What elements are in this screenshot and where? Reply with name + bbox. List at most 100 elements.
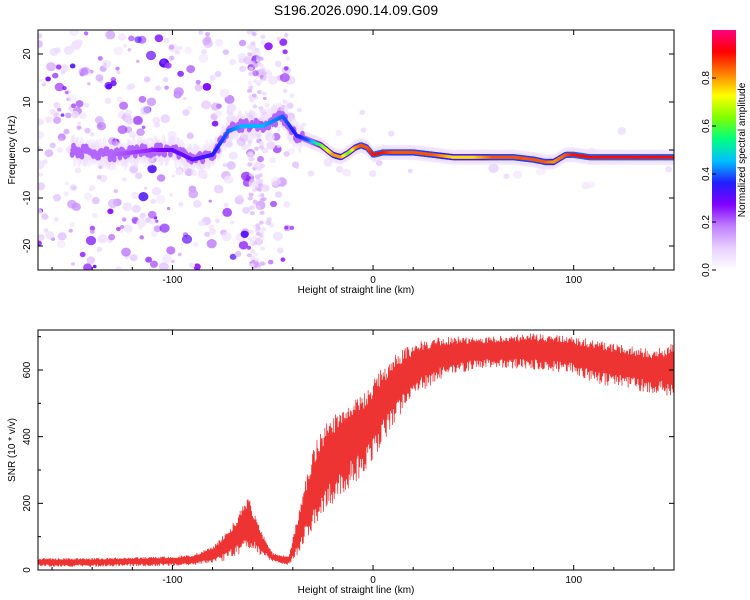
spectrogram-blob xyxy=(276,144,281,148)
spectrogram-blob xyxy=(252,70,259,77)
spectrogram-blob xyxy=(407,168,413,174)
spectrogram-blob xyxy=(155,194,166,204)
spectrogram-blob xyxy=(342,168,352,177)
y-tick-label: -10 xyxy=(22,190,33,205)
spectrogram-blob xyxy=(121,247,131,257)
spectrogram-blob xyxy=(202,83,212,91)
spectrogram-blob xyxy=(53,217,59,222)
snr-frame xyxy=(37,329,675,571)
spectrogram-blob xyxy=(175,168,183,176)
spectrogram-blob xyxy=(258,56,264,61)
x-tick-label: 0 xyxy=(370,275,376,286)
spectrogram-blob xyxy=(208,199,212,203)
spectrogram-blob xyxy=(162,77,169,83)
spectrogram-blob xyxy=(85,235,97,246)
spectrogram-blob xyxy=(71,262,76,266)
snr-y-label: SNR (10 * v/v) xyxy=(7,418,18,482)
spectrogram-blob xyxy=(53,116,62,125)
spectrogram-blob xyxy=(279,73,290,83)
spectrogram-blob xyxy=(257,193,263,198)
spectrogram-blob xyxy=(79,251,86,258)
spectrogram-blob xyxy=(282,99,286,103)
spectrogram-blob xyxy=(268,75,278,85)
spectrogram-blob xyxy=(122,217,127,222)
colorbar-tick-label: 0.4 xyxy=(701,167,712,181)
spectrogram-blob xyxy=(282,88,288,94)
spectrogram-blob xyxy=(113,189,119,194)
spectrogram-blob xyxy=(252,104,258,109)
x-tick-label: -100 xyxy=(162,275,182,286)
spectrogram-blob xyxy=(135,172,143,180)
x-tick-label: 100 xyxy=(565,575,582,586)
spectrogram-blob xyxy=(68,30,79,37)
colorbar: 0.0 0.2 0.4 0.6 0.8 Normalized spectral ampl… xyxy=(701,30,748,277)
spectrogram-blob xyxy=(247,52,253,57)
spectrogram-blob xyxy=(127,48,132,52)
spectrogram-blob xyxy=(140,105,151,115)
y-tick-label: 600 xyxy=(22,361,33,378)
spectrogram-blob xyxy=(279,38,288,46)
spectrogram-blob xyxy=(228,151,238,160)
spectrogram-blob xyxy=(123,224,133,233)
spectrogram-blob xyxy=(143,186,148,190)
spectrogram-blob xyxy=(269,157,276,164)
spectrogram-blob xyxy=(239,65,247,73)
spectrogram-y-label: Frequency (Hz) xyxy=(7,116,18,185)
spectrogram-blob xyxy=(158,262,169,270)
spectrogram-blob xyxy=(198,53,209,63)
spectrogram-blob xyxy=(60,70,66,75)
spectrogram-blob xyxy=(64,181,70,186)
spectrogram-blob xyxy=(145,50,157,61)
spectrogram-blob xyxy=(161,254,172,264)
spectrogram-blob xyxy=(75,100,84,108)
colorbar-label: Normalized spectral amplitude xyxy=(737,82,748,217)
spectrogram-blob xyxy=(45,231,55,240)
spectrogram-blob xyxy=(264,42,273,51)
spectrogram-blob xyxy=(257,187,263,192)
spectrogram-blob xyxy=(272,231,283,241)
spectrogram-blob xyxy=(129,254,138,262)
spectrogram-blob xyxy=(223,202,229,208)
spectrogram-blob xyxy=(83,102,90,108)
spectrogram-blob xyxy=(275,191,283,198)
spectrogram-blob xyxy=(280,257,286,262)
spectrogram-blob xyxy=(49,109,56,115)
spectrogram-blob xyxy=(56,240,66,249)
spectrogram-blob xyxy=(387,130,395,137)
spectrogram-blob xyxy=(335,166,344,173)
spectrogram-blob xyxy=(283,151,290,157)
spectrogram-blob xyxy=(71,202,81,211)
spectrogram-blob xyxy=(229,253,237,260)
y-tick-label: 400 xyxy=(22,428,33,445)
spectrogram-blob xyxy=(258,220,264,225)
spectrogram-blob xyxy=(58,137,64,142)
spectrogram-blob xyxy=(230,220,235,225)
spectrogram-blob xyxy=(115,66,120,71)
snr-series-line xyxy=(38,333,674,568)
spectrogram-blob xyxy=(49,48,59,56)
spectrogram-blob xyxy=(255,205,261,210)
spectrogram-blob xyxy=(122,202,132,212)
spectrogram-blob xyxy=(132,115,143,125)
spectrogram-blob xyxy=(266,217,272,222)
spectrogram-blob xyxy=(248,66,254,71)
spectrogram-blob xyxy=(258,173,263,178)
spectrogram-blob xyxy=(251,267,257,270)
spectrogram-blob xyxy=(154,122,161,128)
spectrogram-blob xyxy=(69,184,77,191)
spectrogram-blob xyxy=(38,33,43,39)
spectrogram-blob xyxy=(71,110,80,119)
spectrogram-blob xyxy=(86,256,96,265)
spectrogram-blob xyxy=(201,100,212,110)
spectrogram-blob xyxy=(150,198,157,204)
spectrogram-blob xyxy=(125,116,134,125)
snr-y-ticks: 0 200 400 600 xyxy=(22,336,674,573)
spectrogram-blob xyxy=(57,107,62,112)
spectrogram-blob xyxy=(136,128,145,137)
spectrogram-blob xyxy=(65,45,76,54)
spectrogram-blob xyxy=(38,208,43,215)
spectrogram-blob xyxy=(91,196,100,205)
spectrogram-blob xyxy=(43,228,49,233)
spectrogram-blob xyxy=(206,233,211,238)
